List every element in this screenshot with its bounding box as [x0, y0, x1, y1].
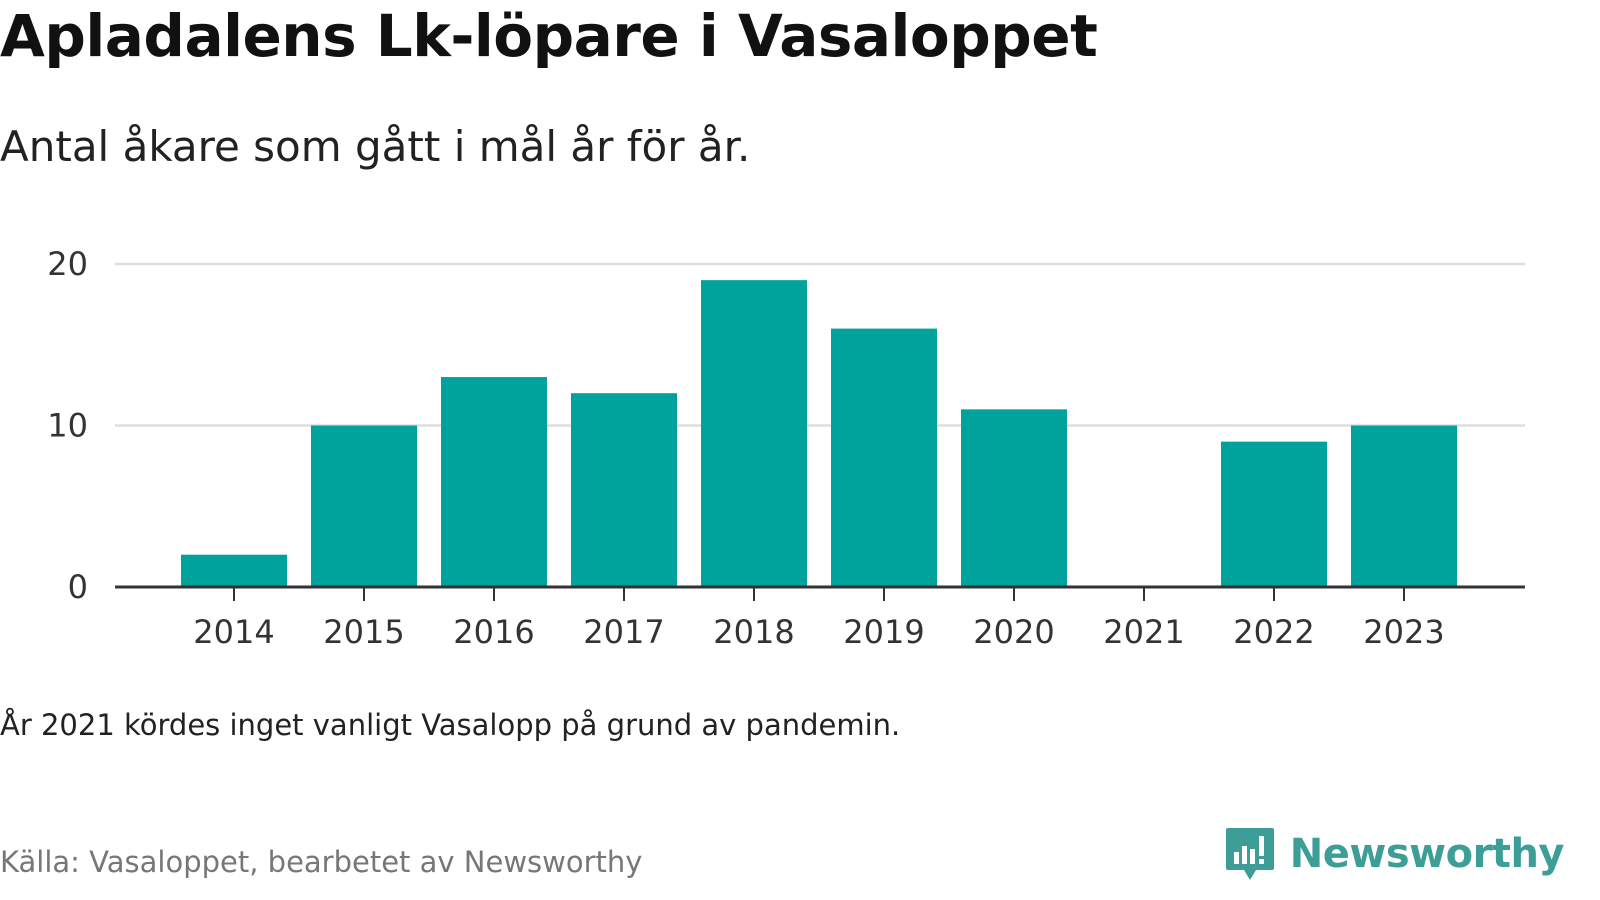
chart-title: Apladalens Lk-löpare i Vasaloppet	[0, 2, 1098, 70]
y-tick-label-20: 20	[47, 245, 88, 283]
x-tick-label-2018: 2018	[713, 613, 794, 651]
bar-2015	[311, 425, 417, 587]
bar-2022	[1221, 441, 1327, 587]
x-tick-label-2016: 2016	[453, 613, 534, 651]
bar-2017	[571, 393, 677, 587]
tick-labels: 0 10 20 2014 2015 2016 2017 2018 2019 2020 2021 202…	[47, 245, 1444, 651]
x-tick-label-2023: 2023	[1363, 613, 1444, 651]
brand-name: Newsworthy	[1289, 831, 1565, 877]
y-tick-label-0: 0	[68, 568, 88, 606]
x-tick-label-2015: 2015	[323, 613, 404, 651]
chart-note: År 2021 kördes inget vanligt Vasalopp på…	[0, 708, 901, 742]
x-axis	[115, 585, 1525, 601]
bar-2020	[961, 409, 1067, 587]
x-tick-label-2019: 2019	[843, 613, 924, 651]
x-tick-label-2017: 2017	[583, 613, 664, 651]
bar-2019	[831, 328, 937, 587]
bar-chart: 0 10 20 2014 2015 2016 2017 2018 2019 2020 2021 202…	[47, 245, 1525, 651]
bars	[181, 280, 1457, 587]
bar-2023	[1351, 425, 1457, 587]
x-tick-label-2014: 2014	[193, 613, 274, 651]
bar-2014	[181, 554, 287, 587]
x-tick-label-2021: 2021	[1103, 613, 1184, 651]
x-tick-label-2022: 2022	[1233, 613, 1314, 651]
gridlines	[115, 262, 1525, 427]
brand-logo: Newsworthy	[1224, 826, 1565, 882]
source-credit: Källa: Vasaloppet, bearbetet av Newswort…	[0, 845, 643, 879]
bar-2018	[701, 280, 807, 587]
bar-2016	[441, 377, 547, 587]
chart-subtitle: Antal åkare som gått i mål år för år.	[0, 122, 751, 171]
bar-chart-speech-bubble-icon	[1225, 828, 1274, 880]
x-tick-label-2020: 2020	[973, 613, 1054, 651]
y-tick-label-10: 10	[47, 407, 88, 445]
